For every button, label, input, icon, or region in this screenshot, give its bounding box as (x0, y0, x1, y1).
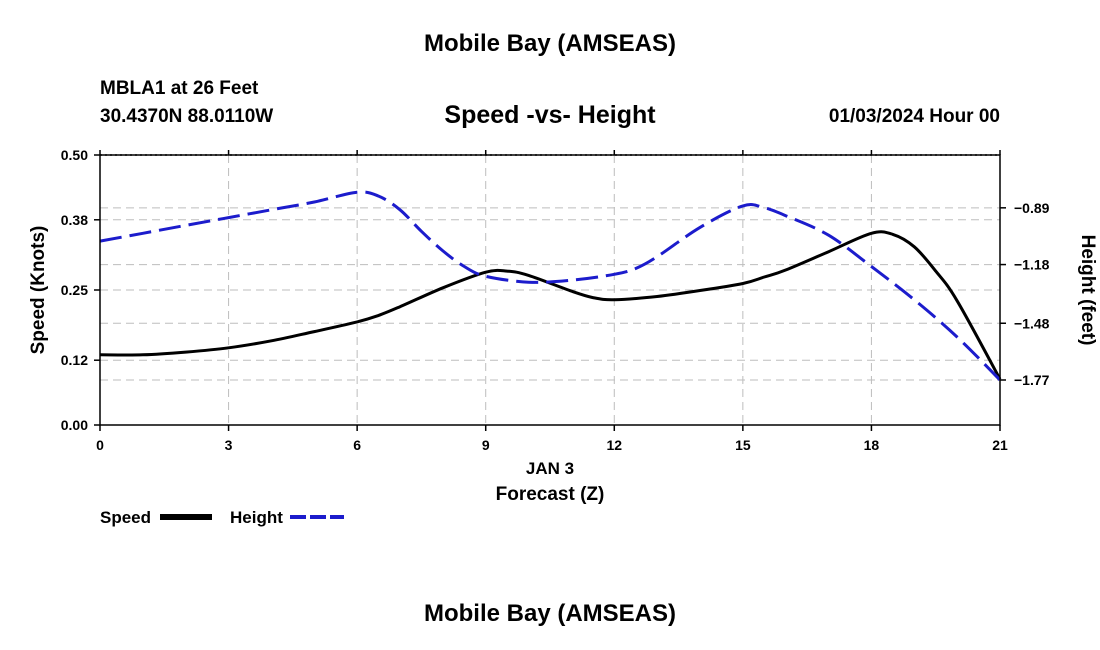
legend-label-height: Height (230, 508, 283, 527)
x-tick-label: 3 (225, 437, 233, 453)
x-tick-label: 18 (864, 437, 880, 453)
y-right-axis-label: Height (feet) (1077, 235, 1098, 346)
x-tick-label: 6 (353, 437, 361, 453)
y-left-tick-label: 0.25 (61, 282, 88, 298)
station-coordinates: 30.4370N 88.0110W (100, 106, 274, 127)
grid-layer (100, 155, 1000, 425)
y-left-tick-label: 0.50 (61, 147, 88, 163)
y-right-tick-label: −1.18 (1014, 257, 1050, 273)
series-line-height (99, 190, 1002, 382)
axis-layer: 0 3 6 9 12 15 18 21 0.00 0.12 0.25 0.38 0.50 −0.89 −1.… (28, 147, 1098, 505)
chart-title: Speed -vs- Height (444, 101, 656, 129)
x-axis-date-label: JAN 3 (526, 459, 574, 478)
legend-swatch-height (290, 515, 344, 519)
series-layer (99, 190, 1002, 382)
station-label: MBLA1 at 26 Feet (100, 78, 259, 99)
x-axis-label: Forecast (Z) (496, 484, 605, 505)
forecast-date: 01/03/2024 Hour 00 (828, 106, 1000, 127)
x-tick-label: 12 (606, 437, 622, 453)
x-tick-label: 21 (992, 437, 1008, 453)
y-right-tick-label: −1.48 (1014, 315, 1050, 331)
series-line-speed (99, 230, 1002, 380)
y-right-tick-label: −0.89 (1014, 200, 1050, 216)
legend-swatch-speed (160, 514, 212, 520)
y-left-tick-label: 0.12 (61, 352, 88, 368)
x-tick-label: 9 (482, 437, 490, 453)
y-right-tick-label: −1.77 (1014, 372, 1050, 388)
legend-label-speed: Speed (100, 508, 152, 527)
report-title: Mobile Bay (AMSEAS) (423, 30, 677, 57)
x-tick-label: 0 (96, 437, 104, 453)
x-tick-label: 15 (735, 437, 751, 453)
y-left-tick-label: 0.00 (61, 417, 88, 433)
y-left-axis-label: Speed (Knots) (28, 226, 49, 355)
y-left-tick-label: 0.38 (61, 212, 88, 228)
footer-title: Mobile Bay (AMSEAS) (423, 600, 677, 627)
